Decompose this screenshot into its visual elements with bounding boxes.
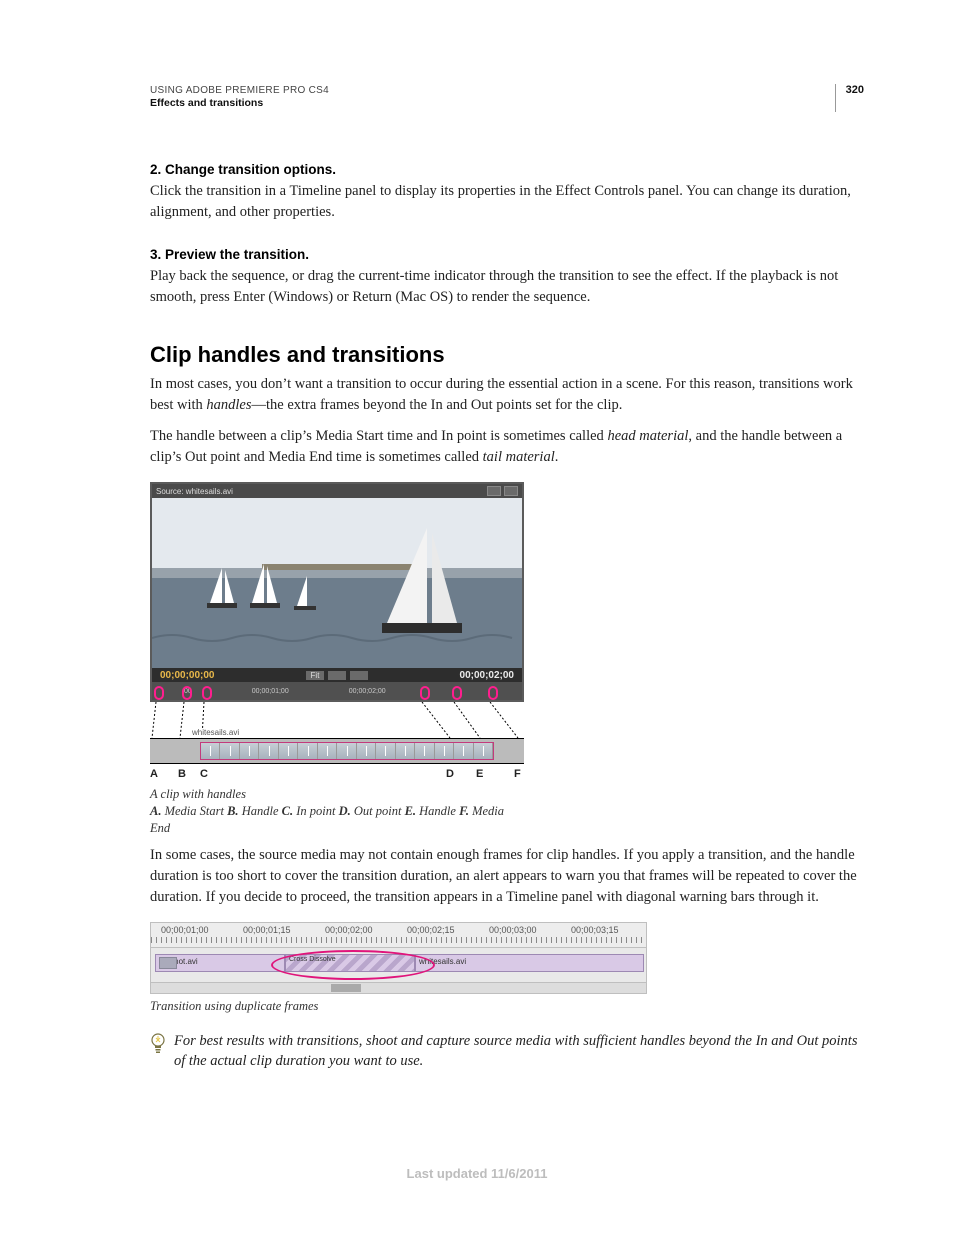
para1-b: —the extra frames beyond the In and Out … [252,397,623,413]
clip-left-name: nettinot.avi [159,957,198,966]
ruler-marker [488,686,498,700]
video-frame [152,498,522,668]
figure-transition-warning: 00;00;01;00 00;00;01;15 00;00;02;00 00;00;0… [150,922,647,1015]
page-number-cell: 320 [835,84,864,112]
monitor-ruler: ;00 00;00;01;00 00;00;02;00 [152,682,522,700]
ruler-tick-label: 00;00;01;15 [243,925,291,935]
transition-label: Cross Dissolve [289,956,336,963]
fig1-caption: A clip with handles A. Media Start B. Ha… [150,786,524,837]
monitor-titlebar: Source: whitesails.avi [152,484,522,498]
para2-head: head material [607,428,688,444]
ruler-lbl-2: 00;00;02;00 [349,688,386,695]
filmstrip-inner [200,742,494,760]
fig1-legend: A. Media Start B. Handle C. In point D. … [150,804,504,835]
ruler-tick-label: 00;00;03;00 [489,925,537,935]
figure-clip-with-handles: Source: whitesails.avi [150,482,524,837]
ruler-tick-label: 00;00;02;15 [407,925,455,935]
fig2-caption: Transition using duplicate frames [150,998,647,1015]
layout-chip-icon [350,671,368,680]
step2-title: 2. Change transition options. [150,162,864,177]
ruler-tick-label: 00;00;01;00 [161,925,209,935]
para2-a: The handle between a clip’s Media Start … [150,428,607,444]
legend-letter: C. [282,804,297,818]
timeline-scrollbar [150,983,647,994]
page-header: USING ADOBE PREMIERE PRO CS4 Effects and… [150,84,864,112]
source-monitor: Source: whitesails.avi [150,482,524,702]
legend-text: Media Start [165,804,228,818]
ruler-tick-label: 00;00;02;00 [325,925,373,935]
monitor-titlebar-right [487,486,518,496]
step3-title: 3. Preview the transition. [150,247,864,262]
callout-letter: F [514,768,521,780]
page-number: 320 [846,84,864,96]
legend-letter: A. [150,804,165,818]
para2-c: . [555,449,559,465]
legend-letter: F. [459,804,472,818]
panel-menu-icon [487,486,501,496]
legend-text: Handle [242,804,282,818]
page: USING ADOBE PREMIERE PRO CS4 Effects and… [0,0,954,1235]
footer: Last updated 11/6/2011 [0,1166,954,1181]
callout-letter: E [476,768,483,780]
clip-left: nettinot.avi [155,954,285,972]
fit-menu: Fit [306,671,324,680]
heading-clip-handles: Clip handles and transitions [150,342,864,368]
step2-body: Click the transition in a Timeline panel… [150,181,864,223]
callout-letter: D [446,768,454,780]
filmstrip: whitesails.avi [150,738,524,764]
step3-body: Play back the sequence, or drag the curr… [150,266,864,308]
header-left: USING ADOBE PREMIERE PRO CS4 Effects and… [150,84,329,111]
ruler-tick-label: 00;00;03;15 [571,925,619,935]
zoom-chip-icon [328,671,346,680]
callout-letter: C [200,768,208,780]
tc-right: 00;00;02;00 [460,670,514,681]
scrollbar-thumb [331,984,361,992]
transition-warning: Cross Dissolve [285,954,415,972]
fig1-caption-line1: A clip with handles [150,787,246,801]
para1-handles: handles [206,397,251,413]
legend-letter: D. [339,804,354,818]
callout-letter: B [178,768,186,780]
para3: In some cases, the source media may not … [150,845,864,908]
ruler-marker [154,686,164,700]
ruler-lbl-1: 00;00;01;00 [252,688,289,695]
ruler-marker [452,686,462,700]
para2: The handle between a clip’s Media Start … [150,426,864,468]
lightbulb-icon [150,1033,166,1060]
monitor-tab-label: Source: whitesails.avi [156,487,233,496]
ruler-marker [202,686,212,700]
clip-right: whitesails.avi [415,954,644,972]
legend-letter: E. [405,804,420,818]
ruler-marker [182,686,192,700]
section-name: Effects and transitions [150,97,329,111]
legend-text: Handle [419,804,459,818]
tip: For best results with transitions, shoot… [150,1031,864,1072]
para1: In most cases, you don’t want a transiti… [150,374,864,416]
ruler-marker [420,686,430,700]
running-head: USING ADOBE PREMIERE PRO CS4 [150,84,329,97]
legend-text: Out point [354,804,405,818]
timeline-ruler: 00;00;01;00 00;00;01;15 00;00;02;00 00;00;0… [150,922,647,948]
filmstrip-label: whitesails.avi [190,728,241,737]
legend-text: In point [296,804,338,818]
close-icon [504,486,518,496]
clip-right-name: whitesails.avi [419,957,466,966]
legend-letter: B. [227,804,242,818]
tc-left: 00;00;00;00 [160,670,214,681]
tip-text: For best results with transitions, shoot… [174,1031,864,1072]
tc-center: Fit [306,671,368,680]
callout-letters: A B C D E F [150,768,524,782]
callout-letter: A [150,768,158,780]
para2-tail: tail material [483,449,555,465]
timeline-track: nettinot.avi Cross Dissolve whitesails.a… [150,948,647,983]
timecode-bar: 00;00;00;00 Fit 00;00;02;00 [152,668,522,682]
